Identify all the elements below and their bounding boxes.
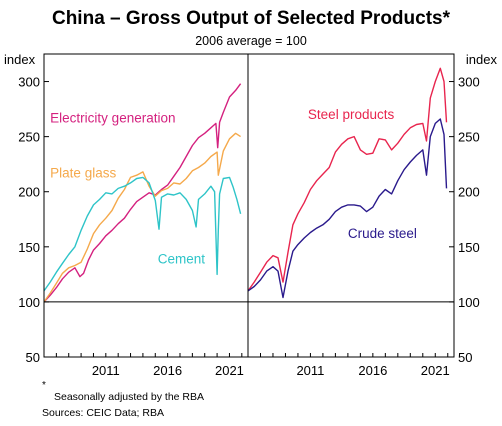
- plot-frame: [43, 53, 455, 358]
- series-label-steel-products: Steel products: [308, 107, 395, 122]
- y-unit-left: index: [4, 52, 36, 67]
- series-label-cement: Cement: [158, 251, 206, 266]
- series-line-plate-glass: [43, 132, 241, 303]
- y-tick-label-right: 250: [458, 130, 480, 145]
- footnote: Seasonally adjusted by the RBA: [54, 391, 204, 403]
- x-tick-label: 2021: [215, 363, 244, 378]
- series-line-steel-products: [247, 67, 448, 292]
- y-tick-label-left: 200: [18, 185, 40, 200]
- x-tick-label: 2011: [92, 363, 120, 378]
- footnote-marker: *: [42, 380, 46, 391]
- chart-subtitle: 2006 average = 100: [195, 34, 307, 48]
- y-tick-label-left: 50: [26, 350, 40, 365]
- sources-note: Sources: CEIC Data; RBA: [42, 407, 164, 419]
- y-tick-label-right: 200: [458, 185, 480, 200]
- series-line-electricity: [43, 83, 242, 303]
- y-tick-label-right: 300: [458, 75, 480, 90]
- series-label-crude-steel: Crude steel: [348, 226, 417, 241]
- y-tick-label-right: 150: [458, 240, 480, 255]
- series-label-electricity: Electricity generation: [50, 110, 175, 125]
- y-tick-label-left: 100: [18, 295, 40, 310]
- y-tick-label-left: 150: [18, 240, 40, 255]
- axes-layer: 50 50 100 100 150 150 200 200 250 250 300 300 2011 20…: [18, 53, 480, 378]
- x-tick-label: 2011: [296, 363, 324, 378]
- y-tick-label-left: 250: [18, 130, 40, 145]
- panel-left: Electricity generation Plate glass Cement: [43, 83, 242, 303]
- chart-title: China – Gross Output of Selected Product…: [52, 8, 451, 29]
- x-tick-label: 2016: [358, 363, 387, 378]
- y-unit-right: index: [466, 52, 498, 67]
- y-tick-label-left: 300: [18, 75, 40, 90]
- series-line-crude-steel: [247, 118, 448, 299]
- x-tick-label: 2021: [421, 363, 450, 378]
- panel-right: Steel products Crude steel: [247, 67, 448, 299]
- series-line-cement: [43, 176, 242, 292]
- series-label-plate-glass: Plate glass: [50, 165, 116, 180]
- y-tick-label-right: 100: [458, 295, 480, 310]
- x-tick-label: 2016: [153, 363, 182, 378]
- y-tick-label-right: 50: [458, 350, 472, 365]
